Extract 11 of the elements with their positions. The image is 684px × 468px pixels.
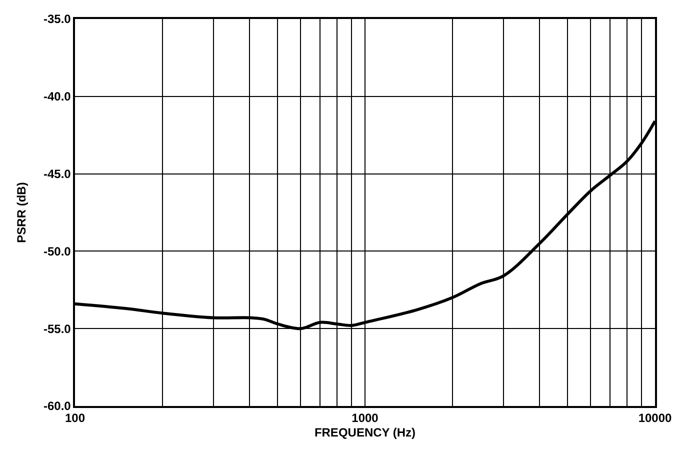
y-tick-label: -35.0 [43,12,72,26]
x-tick-label: 100 [64,411,86,426]
y-axis-title: PSRR (dB) [14,182,28,243]
x-axis-title: FREQUENCY (Hz) [314,426,416,440]
y-tick-label: -40.0 [43,90,72,104]
y-tick-label: -45.0 [43,167,72,181]
y-tick-label: -60.0 [43,399,72,414]
y-tick-label: -55.0 [43,322,72,336]
y-tick-label: -50.0 [43,244,72,258]
x-tick-label: 1000 [352,411,379,426]
x-tick-label: 10000 [638,411,672,426]
